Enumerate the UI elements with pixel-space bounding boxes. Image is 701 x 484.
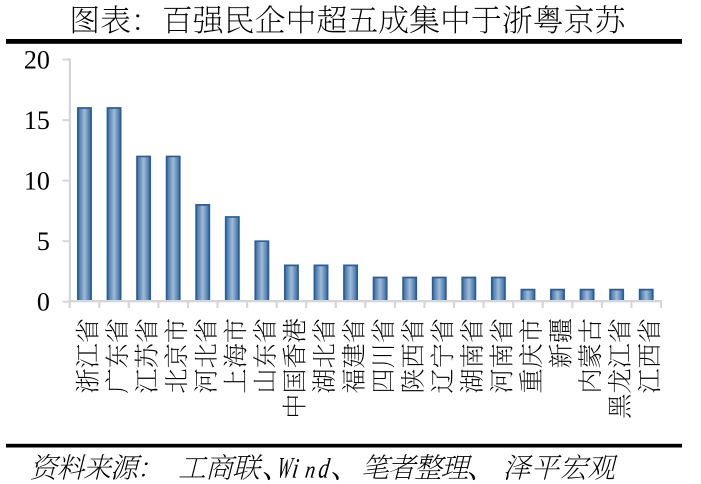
svg-text:10: 10	[24, 166, 50, 195]
svg-text:0: 0	[37, 287, 50, 316]
svg-text:15: 15	[24, 106, 50, 135]
svg-text:5: 5	[37, 227, 50, 256]
svg-text:20: 20	[24, 45, 50, 74]
